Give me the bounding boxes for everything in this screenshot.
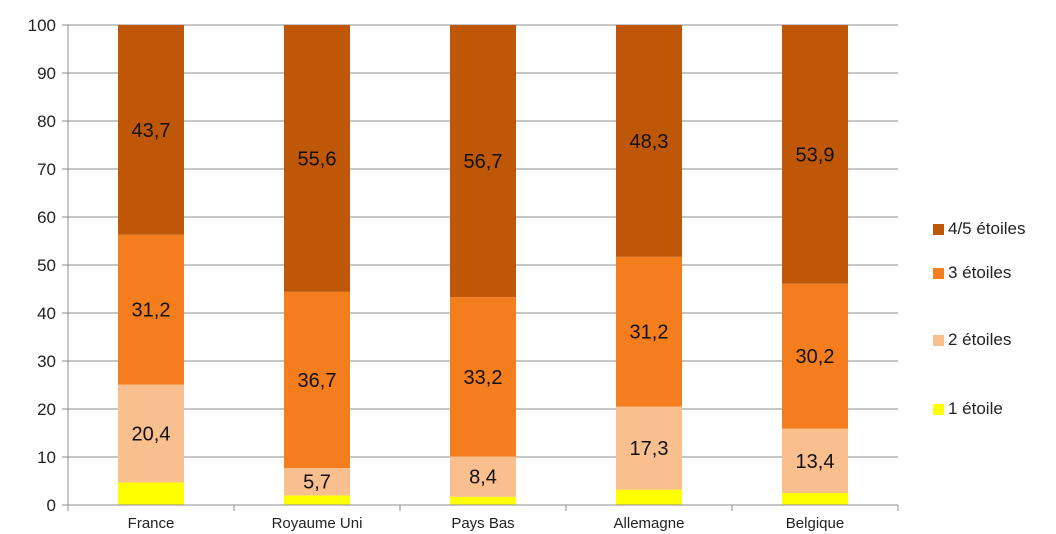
bar-segment bbox=[450, 496, 516, 505]
legend-label: 1 étoile bbox=[948, 399, 1003, 418]
legend-label: 3 étoiles bbox=[948, 263, 1012, 282]
bar-segment bbox=[450, 456, 516, 497]
legend: 4/5 étoiles 3 étoiles 2 étoiles 1 étoile bbox=[933, 0, 1056, 534]
bar-segment bbox=[782, 25, 848, 284]
legend-swatch bbox=[933, 267, 944, 279]
data-label: 20,4 bbox=[132, 423, 171, 445]
data-label: 36,7 bbox=[298, 370, 337, 392]
bar-segment bbox=[118, 25, 184, 235]
data-label: 43,7 bbox=[132, 120, 171, 142]
x-tick-label: Belgique bbox=[786, 515, 844, 532]
x-tick-label: Allemagne bbox=[614, 515, 685, 532]
y-tick-label: 70 bbox=[37, 160, 56, 179]
data-label: 31,2 bbox=[132, 300, 171, 322]
legend-swatch bbox=[933, 403, 944, 415]
legend-item-1-etoile: 1 étoile bbox=[933, 398, 1003, 420]
bar-segment bbox=[284, 495, 350, 505]
bar-segment bbox=[284, 468, 350, 496]
data-label: 31,2 bbox=[630, 322, 669, 344]
legend-item-2-etoiles: 2 étoiles bbox=[933, 329, 1011, 351]
data-label: 53,9 bbox=[796, 144, 835, 166]
stacked-bar-chart: 0 10 20 30 40 50 60 70 80 90 100 20,4 31,2 43,7 5,7 36,… bbox=[28, 16, 899, 532]
data-label: 55,6 bbox=[298, 148, 337, 170]
y-tick-label: 10 bbox=[37, 448, 56, 467]
y-tick-label: 0 bbox=[47, 496, 56, 515]
x-tick-label: France bbox=[128, 515, 175, 532]
legend-item-3-etoiles: 3 étoiles bbox=[933, 262, 1011, 284]
bar-segment bbox=[284, 25, 350, 292]
y-tick-label: 80 bbox=[37, 112, 56, 131]
data-label: 13,4 bbox=[796, 451, 835, 473]
bar-segment bbox=[118, 384, 184, 483]
bar-segment bbox=[616, 489, 682, 505]
bar-segment bbox=[450, 25, 516, 298]
bar-segment bbox=[782, 428, 848, 493]
bar-segment bbox=[616, 406, 682, 490]
y-tick-label: 30 bbox=[37, 352, 56, 371]
legend-swatch bbox=[933, 334, 944, 346]
bar-segment bbox=[782, 283, 848, 429]
y-tick-label: 90 bbox=[37, 64, 56, 83]
y-tick-label: 50 bbox=[37, 256, 56, 275]
bar-segment bbox=[284, 291, 350, 469]
y-tick-label: 60 bbox=[37, 208, 56, 227]
bar-segment bbox=[616, 25, 682, 257]
bar-segment bbox=[118, 234, 184, 385]
legend-label: 2 étoiles bbox=[948, 330, 1012, 349]
data-label: 56,7 bbox=[464, 151, 503, 173]
x-tick-label: Pays Bas bbox=[451, 515, 514, 532]
bar-segment bbox=[450, 297, 516, 457]
legend-item-4-5-etoiles: 4/5 étoiles bbox=[933, 218, 1026, 240]
x-tick-label: Royaume Uni bbox=[272, 515, 363, 532]
y-tick-label: 40 bbox=[37, 304, 56, 323]
data-label: 48,3 bbox=[630, 131, 669, 153]
bar-segment bbox=[118, 482, 184, 505]
data-label: 8,4 bbox=[469, 467, 497, 489]
y-tick-label: 100 bbox=[28, 16, 56, 35]
legend-label: 4/5 étoiles bbox=[948, 219, 1026, 238]
y-tick-label: 20 bbox=[37, 400, 56, 419]
bar-segment bbox=[782, 493, 848, 505]
data-label: 17,3 bbox=[630, 438, 669, 460]
bar-segment bbox=[616, 256, 682, 407]
data-label: 30,2 bbox=[796, 346, 835, 368]
data-label: 33,2 bbox=[464, 367, 503, 389]
legend-swatch bbox=[933, 223, 944, 235]
data-label: 5,7 bbox=[303, 472, 331, 494]
